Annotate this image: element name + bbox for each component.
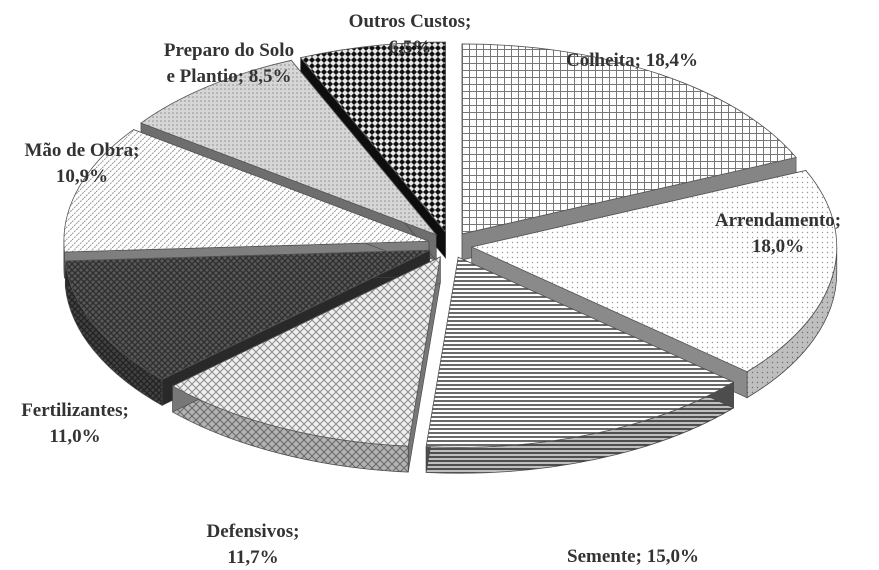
data-label-semente: Semente; 15,0%: [567, 546, 699, 567]
pie-slice-wall-shade: [747, 246, 837, 398]
data-label-line: Mão de Obra;: [24, 140, 139, 161]
data-label-defensivos: Defensivos; 11,7%: [207, 521, 300, 568]
data-label-preparo-do-solo-e-plantio: Preparo do Solo e Plantio; 8,5%: [164, 40, 294, 87]
pie-slice-top: [171, 256, 441, 447]
data-label-line: Arrendamento;: [715, 210, 841, 231]
data-label-line: e Plantio; 8,5%: [166, 66, 291, 87]
pie-slice-top: [299, 41, 446, 234]
data-label-line: 18,0%: [752, 236, 804, 257]
pie-slice-defensivos: [171, 256, 441, 473]
pie-slice-top: [140, 59, 438, 236]
data-label-colheita: Colheita; 18,4%: [566, 50, 698, 71]
pie-slice-semente: [425, 256, 735, 474]
data-label-line: 11,7%: [227, 547, 278, 568]
data-label-line: Colheita; 18,4%: [566, 50, 698, 71]
pie-slice-top: [63, 129, 430, 253]
data-label-line: Fertilizantes;: [21, 400, 129, 421]
data-label-line: 11,0%: [49, 426, 100, 447]
data-label-line: Preparo do Solo: [164, 40, 294, 61]
pie-slice-top: [461, 43, 797, 235]
data-label-arrendamento: Arrendamento; 18,0%: [715, 210, 841, 257]
pie-slice-wall-shade: [65, 260, 163, 406]
data-label-outros-custos: Outros Custos; 6,5%: [349, 11, 472, 58]
data-label-line: Outros Custos;: [349, 11, 472, 32]
data-label-fertilizantes: Fertilizantes; 11,0%: [21, 400, 129, 447]
data-label-m-o-de-obra: Mão de Obra; 10,9%: [24, 140, 139, 187]
pie-slice-wall-shade: [172, 386, 409, 473]
data-label-line: 6,5%: [389, 37, 432, 58]
pie-slice-top: [64, 249, 430, 380]
data-label-line: Defensivos;: [207, 521, 300, 542]
data-label-line: Semente; 15,0%: [567, 546, 699, 567]
pie-slice-top: [425, 256, 735, 448]
data-label-line: 10,9%: [56, 166, 108, 187]
pie-slice-top: [470, 169, 838, 373]
pie-slice-wall-shade: [426, 381, 734, 474]
